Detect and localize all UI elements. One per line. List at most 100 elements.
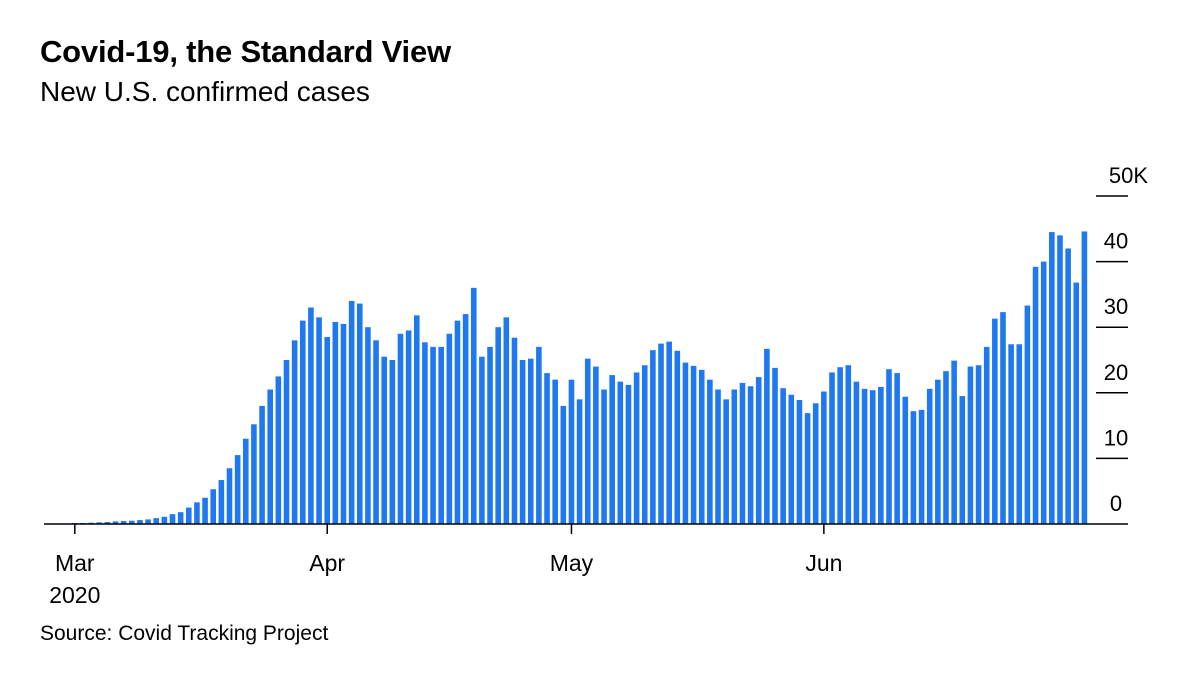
bar <box>185 507 192 524</box>
y-axis: 0 10 20 30 40 50K <box>1096 163 1148 516</box>
bar <box>511 337 518 524</box>
bar <box>658 343 664 524</box>
bar <box>356 303 363 524</box>
bar <box>259 405 265 524</box>
bar <box>1073 282 1080 524</box>
bar <box>381 356 387 524</box>
bar <box>96 522 103 524</box>
bar <box>1008 344 1014 524</box>
bar <box>788 394 795 524</box>
bar <box>861 388 868 524</box>
bar <box>625 384 632 524</box>
bar <box>715 389 721 524</box>
bar <box>234 455 241 524</box>
bar <box>674 350 681 524</box>
bar <box>886 369 892 524</box>
bar <box>910 411 917 524</box>
bar <box>316 317 322 524</box>
chart-title: Covid-19, the Standard View <box>40 34 451 69</box>
bar <box>739 382 746 524</box>
x-tick-label: Mar <box>55 550 95 576</box>
bar <box>1000 312 1006 524</box>
bar <box>983 346 990 524</box>
bar <box>226 468 233 524</box>
bar <box>780 388 786 524</box>
bar <box>1065 248 1071 525</box>
bar <box>894 373 900 524</box>
bar <box>1016 344 1023 524</box>
bar <box>462 314 469 524</box>
y-tick-label: 20 <box>1104 360 1128 385</box>
bar <box>120 521 127 524</box>
bar <box>935 379 941 524</box>
bar <box>682 362 689 524</box>
bar <box>153 518 160 524</box>
bar <box>177 512 184 524</box>
x-axis: Mar Apr May Jun 2020 <box>49 524 842 608</box>
bar <box>772 367 778 524</box>
bar <box>194 502 200 524</box>
bar <box>128 520 135 524</box>
bar <box>812 403 819 524</box>
y-tick-label: 30 <box>1104 294 1128 319</box>
bar <box>519 360 526 524</box>
bar <box>552 379 558 524</box>
x-year-label: 2020 <box>49 582 100 608</box>
bar <box>975 365 982 524</box>
bar <box>1024 305 1031 524</box>
bar <box>731 389 738 524</box>
bar <box>544 373 550 524</box>
bar <box>413 315 420 524</box>
bar <box>666 341 672 524</box>
chart-subtitle: New U.S. confirmed cases <box>40 76 370 107</box>
bar-series <box>72 231 1088 525</box>
bar <box>251 424 257 524</box>
bar <box>829 372 835 524</box>
bar <box>397 333 404 524</box>
bar <box>1040 261 1047 524</box>
bar <box>951 360 957 524</box>
bar <box>584 358 591 524</box>
source-note: Source: Covid Tracking Project <box>40 622 329 645</box>
bar <box>503 317 510 524</box>
bar <box>576 399 583 524</box>
bar <box>299 320 306 524</box>
bar <box>560 405 567 524</box>
bar <box>690 365 697 524</box>
bar <box>536 346 542 524</box>
y-tick-label: 40 <box>1104 229 1128 254</box>
bar <box>527 358 534 524</box>
bar <box>161 516 168 524</box>
bar <box>1057 235 1063 525</box>
bar <box>943 371 949 524</box>
bar <box>992 318 998 524</box>
bar <box>747 386 754 524</box>
x-tick-label: Apr <box>309 550 345 576</box>
bar <box>242 438 249 524</box>
x-tick-label: May <box>550 550 594 576</box>
bar <box>373 340 379 524</box>
bar <box>878 386 884 524</box>
bar <box>796 400 803 524</box>
bar <box>389 360 396 524</box>
bar <box>218 480 225 524</box>
bar <box>104 522 111 524</box>
y-tick-label: 0 <box>1110 491 1122 516</box>
bar <box>479 356 485 524</box>
bar <box>837 367 843 524</box>
bar <box>764 348 770 524</box>
bar <box>340 323 347 524</box>
bar <box>821 391 827 524</box>
y-tick-label: 10 <box>1104 425 1128 450</box>
bar <box>405 330 412 524</box>
bar <box>609 375 615 524</box>
bar <box>446 333 453 524</box>
bar <box>169 514 176 524</box>
bar <box>568 379 575 524</box>
bar <box>348 300 355 524</box>
bar <box>698 369 705 524</box>
bar <box>422 342 428 524</box>
bar <box>454 320 461 524</box>
bar <box>707 379 713 524</box>
bar <box>332 321 339 524</box>
